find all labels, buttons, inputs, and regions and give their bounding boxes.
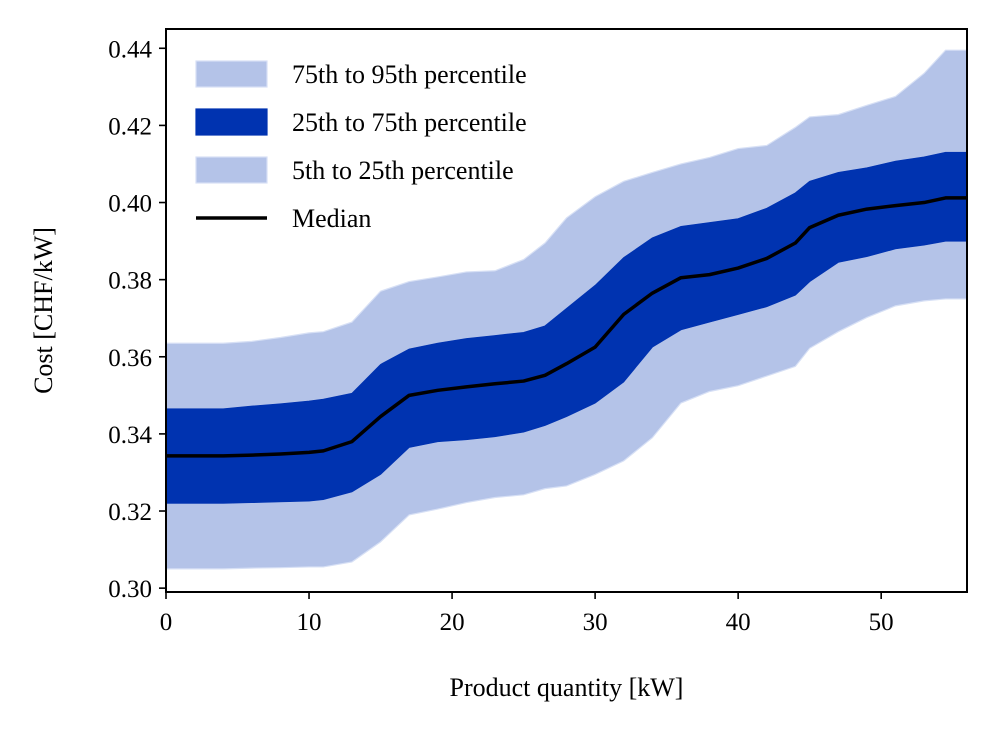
x-tick-label: 20	[440, 609, 465, 636]
x-axis: 0 10 20 30 40 50	[160, 592, 894, 636]
plot-area	[165, 49, 968, 570]
y-tick-label: 0.42	[108, 113, 152, 140]
legend-label: Median	[292, 204, 371, 233]
legend-swatch-outer	[195, 156, 268, 184]
y-tick-label: 0.36	[108, 345, 152, 372]
y-tick-label: 0.44	[108, 36, 152, 63]
legend: 75th to 95th percentile 25th to 75th perc…	[195, 60, 527, 233]
y-tick-label: 0.30	[108, 576, 152, 603]
legend-label: 5th to 25th percentile	[292, 156, 514, 185]
y-tick-label: 0.40	[108, 191, 152, 218]
median-line	[166, 196, 967, 458]
y-axis-title: Cost [CHF/kW]	[29, 227, 58, 394]
x-tick-label: 0	[160, 609, 173, 636]
y-tick-label: 0.38	[108, 268, 152, 295]
x-axis-title: Product quantity [kW]	[450, 673, 684, 702]
y-tick-label: 0.32	[108, 499, 152, 526]
legend-swatch-inner	[195, 108, 268, 136]
x-tick-label: 50	[869, 609, 894, 636]
legend-label: 75th to 95th percentile	[292, 60, 527, 89]
axes-frame	[165, 28, 968, 593]
y-tick-label: 0.34	[108, 422, 152, 449]
y-axis: 0.30 0.32 0.34 0.36 0.38 0.40 0.42 0.44	[108, 36, 166, 603]
legend-label: 25th to 75th percentile	[292, 108, 527, 137]
legend-swatch-outer	[195, 60, 268, 88]
x-tick-label: 40	[726, 609, 751, 636]
x-tick-label: 30	[583, 609, 608, 636]
x-tick-label: 10	[297, 609, 322, 636]
